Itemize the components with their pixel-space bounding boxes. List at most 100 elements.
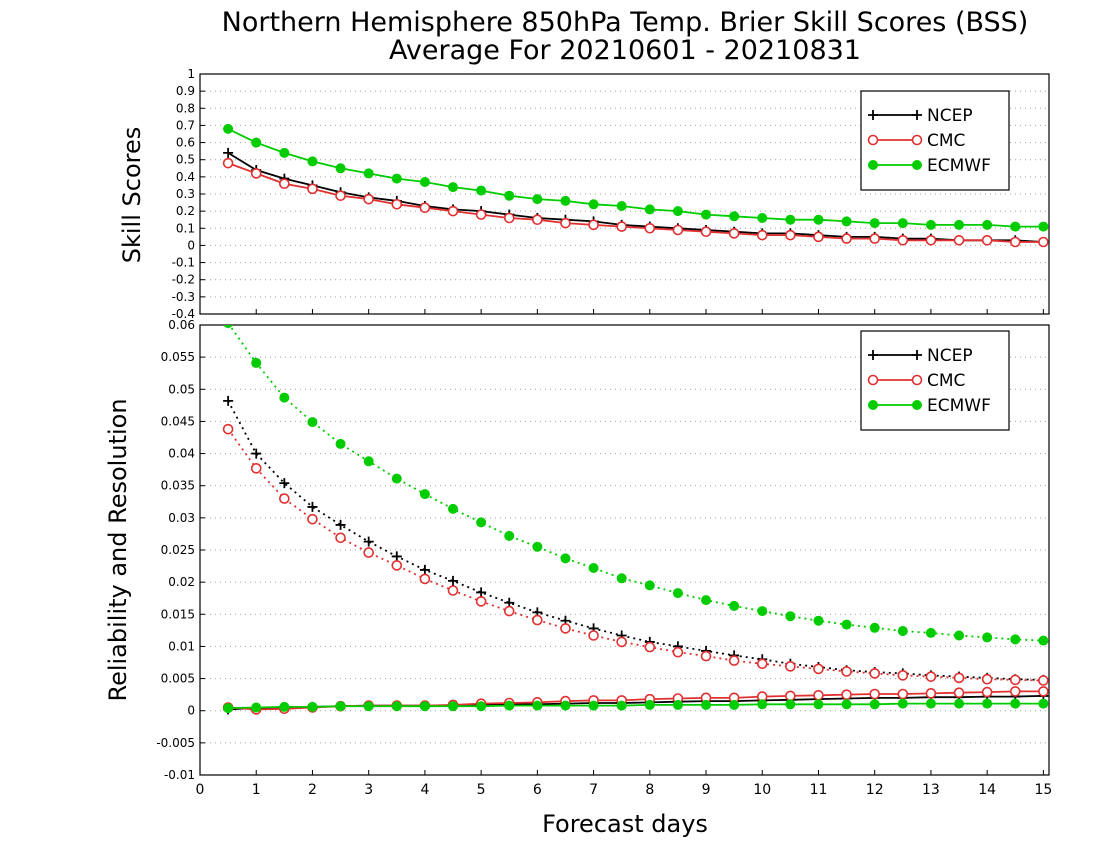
x-tick-label: 2 — [308, 782, 317, 798]
data-point-ncep — [279, 478, 290, 489]
x-tick-label: 15 — [1034, 782, 1052, 798]
data-point-ecmwf — [785, 699, 796, 710]
y-tick-label: 0.7 — [176, 118, 195, 132]
data-point-ecmwf — [279, 147, 290, 158]
data-point-ecmwf — [588, 700, 599, 711]
y-tick-label: 1 — [187, 67, 195, 81]
data-point-ecmwf — [335, 701, 346, 712]
data-point-ecmwf — [223, 325, 233, 329]
data-point-ecmwf — [785, 214, 796, 225]
data-point-cmc — [841, 689, 852, 700]
data-point-ecmwf — [363, 701, 374, 712]
data-point-cmc — [813, 689, 824, 701]
data-point-ecmwf — [616, 573, 627, 584]
data-point-cmc — [447, 585, 459, 596]
data-point-cmc — [532, 214, 543, 226]
data-point-ecmwf — [476, 185, 487, 196]
y-tick-label: 0.02 — [168, 575, 195, 589]
x-tick-label: 14 — [978, 782, 996, 798]
data-point-cmc — [897, 670, 909, 681]
data-point-cmc — [925, 688, 937, 699]
series-line-ncep-resolution — [227, 400, 1044, 681]
data-point-ecmwf — [363, 168, 374, 179]
data-point-cmc — [560, 217, 571, 229]
data-point-cmc — [813, 663, 824, 675]
data-point-cmc — [841, 233, 852, 244]
data-point-ecmwf — [307, 156, 318, 167]
data-point-ecmwf — [841, 699, 852, 710]
data-point-cmc — [503, 212, 515, 224]
data-point-ecmwf — [925, 627, 936, 638]
y-tick-label: -0.3 — [172, 290, 195, 304]
y-tick-label: -0.005 — [156, 736, 195, 750]
data-point-cmc — [841, 666, 852, 677]
data-point-ncep — [223, 395, 234, 406]
data-point-ecmwf — [504, 530, 515, 541]
x-tick-label: 9 — [702, 782, 711, 798]
data-point-ecmwf — [644, 699, 655, 710]
legend-label: ECMWF — [927, 156, 991, 176]
data-point-ecmwf — [701, 595, 712, 606]
data-point-ecmwf — [1038, 698, 1049, 709]
y-tick-label: 0.05 — [168, 382, 195, 396]
data-point-ecmwf — [279, 701, 290, 712]
data-point-ecmwf — [363, 456, 374, 467]
y-tick-label: -0.01 — [164, 768, 195, 782]
x-tick-label: 13 — [922, 782, 940, 798]
legend-marker — [867, 134, 879, 146]
top-y-axis-label: Skill Scores — [118, 127, 146, 264]
data-point-ecmwf — [925, 698, 936, 709]
x-tick-label: 12 — [866, 782, 884, 798]
data-point-ecmwf — [757, 606, 768, 617]
data-point-ecmwf — [954, 630, 965, 641]
y-tick-label: 0.9 — [176, 84, 195, 98]
legend-marker — [868, 110, 878, 120]
legend: NCEP CMC ECMWF — [860, 330, 1010, 431]
data-point-cmc — [785, 690, 796, 702]
data-point-cmc — [953, 687, 965, 699]
data-point-ecmwf — [419, 701, 430, 712]
data-point-ecmwf — [251, 357, 262, 368]
data-point-cmc — [335, 190, 346, 202]
data-point-ecmwf — [223, 123, 234, 134]
data-point-ecmwf — [1010, 221, 1021, 232]
y-tick-label: 0.6 — [176, 136, 195, 150]
y-tick-label: 0.055 — [161, 350, 195, 364]
data-point-cmc — [700, 650, 712, 662]
data-point-cmc — [363, 193, 374, 205]
x-tick-label: 6 — [533, 782, 542, 798]
data-point-ecmwf — [616, 700, 627, 711]
data-point-ecmwf — [897, 698, 908, 709]
data-point-ecmwf — [813, 214, 824, 225]
legend-marker — [911, 134, 923, 146]
y-tick-label: 0.01 — [168, 639, 195, 653]
legend-label: CMC — [927, 131, 965, 151]
data-point-ecmwf — [925, 219, 936, 230]
plot-frame — [199, 73, 1050, 315]
data-point-cmc — [981, 673, 993, 685]
data-point-cmc — [222, 423, 234, 435]
data-point-cmc — [279, 493, 290, 504]
legend-label: ECMWF — [927, 396, 991, 416]
y-tick-label: 0.5 — [176, 153, 195, 167]
data-point-ecmwf — [588, 199, 599, 210]
data-point-cmc — [869, 233, 881, 244]
legend-label: CMC — [927, 371, 965, 391]
data-point-ecmwf — [223, 703, 234, 714]
data-point-cmc — [672, 646, 684, 658]
data-point-cmc — [307, 183, 318, 195]
x-tick-label: 11 — [810, 782, 828, 798]
legend-label: NCEP — [927, 106, 973, 126]
legend-marker — [867, 374, 879, 386]
data-point-ecmwf — [476, 517, 487, 528]
bottom-y-axis-label: Reliability and Resolution — [104, 398, 132, 701]
data-point-ecmwf — [729, 211, 740, 222]
data-point-cmc — [981, 234, 993, 246]
reliability-resolution-panel: -0.01 -0.005 0 0.005 0.01 0.015 0.02 0.025 0.03 0… — [156, 318, 1052, 798]
y-tick-label: 0 — [187, 238, 195, 252]
data-point-cmc — [1038, 236, 1049, 248]
y-tick-label: 0.005 — [161, 672, 195, 686]
data-point-ecmwf — [954, 698, 965, 709]
chart-subtitle: Average For 20210601 - 20210831 — [389, 35, 861, 66]
data-point-cmc — [756, 658, 768, 670]
